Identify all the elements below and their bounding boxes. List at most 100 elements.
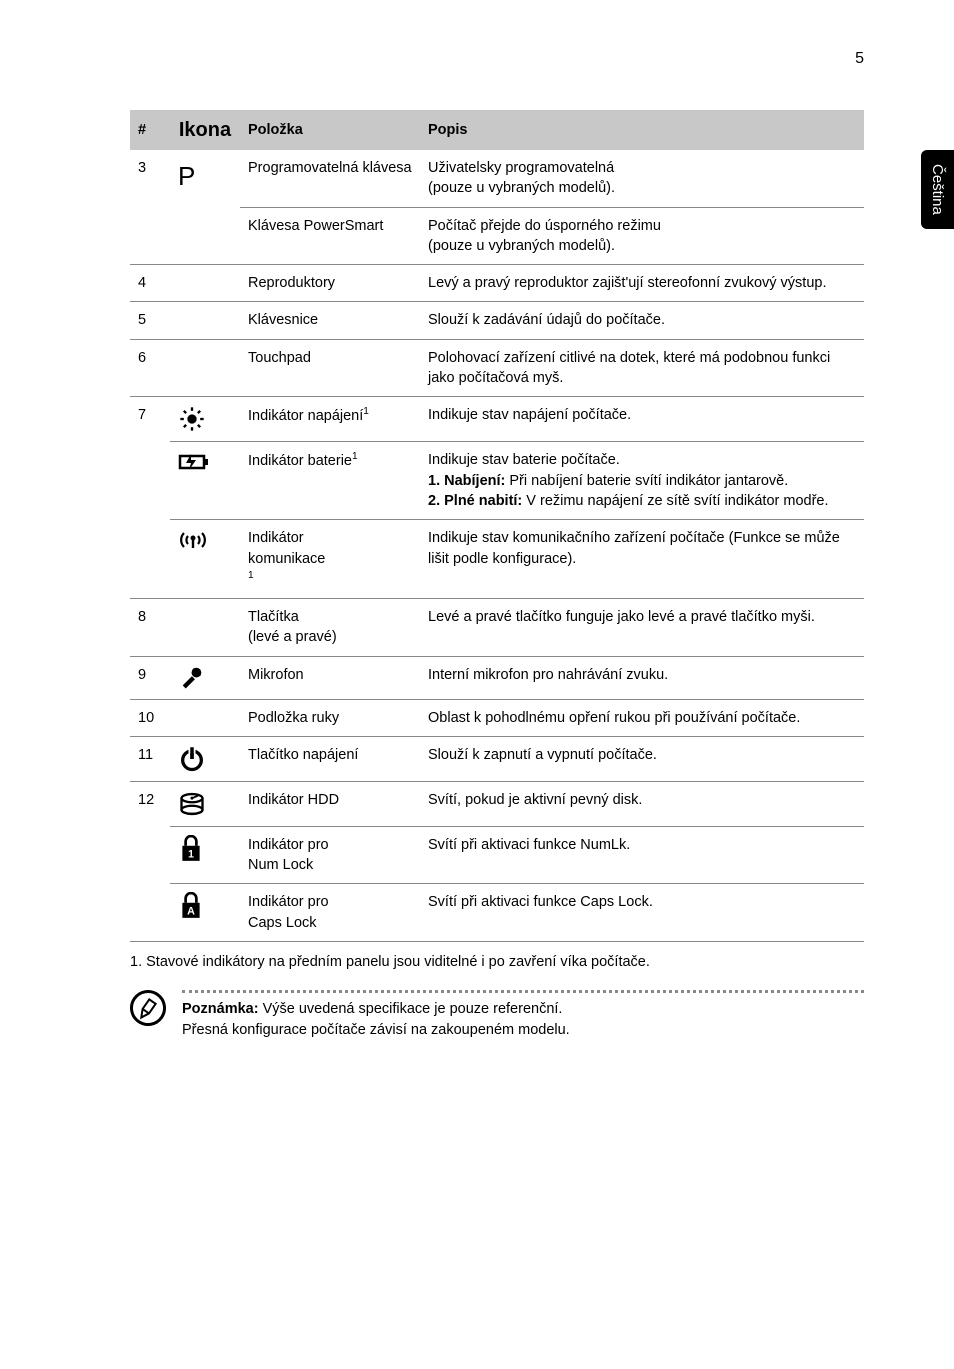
- svg-text:1: 1: [188, 848, 194, 860]
- cell-icon: [170, 207, 240, 265]
- cell-popis: Interní mikrofon pro nahrávání zvuku.: [420, 656, 864, 699]
- cell-num: [130, 442, 170, 520]
- dotted-divider: [182, 990, 864, 993]
- table-row: Indikátor komunikace1 Indikuje stav komu…: [130, 520, 864, 599]
- cell-num: 4: [130, 265, 170, 302]
- sup: 1: [248, 570, 254, 581]
- battery-icon: [170, 442, 240, 520]
- cell-popis: Slouží k zadávání údajů do počítače.: [420, 302, 864, 339]
- cell-icon: [170, 265, 240, 302]
- numlock-icon: 1: [170, 826, 240, 884]
- header-polozka: Položka: [240, 110, 420, 150]
- cell-pol: Indikátor HDD: [240, 781, 420, 826]
- microphone-icon: [170, 656, 240, 699]
- table-row: 7 Indikátor napájení1 Indikuje stav napá…: [130, 397, 864, 442]
- popis-line: Indikuje stav baterie počítače.: [428, 452, 620, 468]
- hdd-icon: [170, 781, 240, 826]
- capslock-icon: A: [170, 884, 240, 942]
- popis-bold: 2. Plné nabití:: [428, 493, 522, 509]
- cell-popis: Indikuje stav napájení počítače.: [420, 397, 864, 442]
- table-row: 8 Tlačítka (levé a pravé) Levé a pravé t…: [130, 598, 864, 656]
- cell-pol: Tlačítka (levé a pravé): [240, 598, 420, 656]
- svg-text:A: A: [187, 906, 195, 918]
- footnote: 1. Stavové indikátory na předním panelu …: [130, 954, 864, 970]
- cell-icon: [170, 598, 240, 656]
- cell-icon: [170, 699, 240, 736]
- table-row: Indikátor baterie1 Indikuje stav baterie…: [130, 442, 864, 520]
- language-tab: Čeština: [921, 150, 954, 229]
- note-label: Poznámka:: [182, 1001, 259, 1017]
- cell-popis: Indikuje stav komunikačního zařízení poč…: [420, 520, 864, 599]
- cell-num: 5: [130, 302, 170, 339]
- table-row: 11 Tlačítko napájení Slouží k zapnutí a …: [130, 736, 864, 781]
- pol-line1: Indikátor: [248, 528, 412, 548]
- pol-text: Indikátor baterie: [248, 453, 352, 469]
- cell-num: [130, 826, 170, 884]
- cell-popis: Slouží k zapnutí a vypnutí počítače.: [420, 736, 864, 781]
- cell-popis: Svítí, pokud je aktivní pevný disk.: [420, 781, 864, 826]
- cell-icon: [170, 339, 240, 397]
- cell-pol: Klávesa PowerSmart: [240, 207, 420, 265]
- popis-text: V režimu napájení ze sítě svítí indikáto…: [522, 493, 828, 509]
- table-row: 4 Reproduktory Levý a pravý reproduktor …: [130, 265, 864, 302]
- popis-text: Při nabíjení baterie svítí indikátor jan…: [505, 473, 788, 489]
- cell-num: 7: [130, 397, 170, 442]
- sun-icon: [170, 397, 240, 442]
- cell-popis: Oblast k pohodlnému opření rukou při pou…: [420, 699, 864, 736]
- header-row: # Ikona Položka Popis: [130, 110, 864, 150]
- page-number: 5: [855, 50, 864, 68]
- table-row: 6 Touchpad Polohovací zařízení citlivé n…: [130, 339, 864, 397]
- sup: 1: [352, 451, 358, 462]
- cell-num: 10: [130, 699, 170, 736]
- cell-popis: Počítač přejde do úsporného režimu (pouz…: [420, 207, 864, 265]
- cell-pol: Klávesnice: [240, 302, 420, 339]
- cell-num: 3: [130, 150, 170, 207]
- table-row: 12 Indikátor HDD Svítí, pokud je aktivní…: [130, 781, 864, 826]
- table-row: A Indikátor pro Caps Lock Svítí při akti…: [130, 884, 864, 942]
- sup: 1: [363, 406, 369, 417]
- cell-num: 12: [130, 781, 170, 826]
- cell-popis: Uživatelsky programovatelná (pouze u vyb…: [420, 150, 864, 207]
- table-row: 10 Podložka ruky Oblast k pohodlnému opř…: [130, 699, 864, 736]
- cell-pol: Indikátor pro Num Lock: [240, 826, 420, 884]
- wireless-icon: [170, 520, 240, 599]
- power-icon: [170, 736, 240, 781]
- header-ikona: Ikona: [170, 110, 240, 150]
- table-row: 9 Mikrofon Interní mikrofon pro nahráván…: [130, 656, 864, 699]
- note-text: Poznámka: Výše uvedená specifikace je po…: [182, 999, 864, 1041]
- p-key-icon: P: [170, 150, 240, 207]
- header-num: #: [130, 110, 170, 150]
- cell-popis: Svítí při aktivaci funkce Caps Lock.: [420, 884, 864, 942]
- cell-pol: Reproduktory: [240, 265, 420, 302]
- cell-num: 8: [130, 598, 170, 656]
- note-block: Poznámka: Výše uvedená specifikace je po…: [130, 990, 864, 1041]
- table-row: 1 Indikátor pro Num Lock Svítí při aktiv…: [130, 826, 864, 884]
- spec-table: # Ikona Položka Popis 3 P Programovateln…: [130, 110, 864, 942]
- table-row: Klávesa PowerSmart Počítač přejde do úsp…: [130, 207, 864, 265]
- table-row: 3 P Programovatelná klávesa Uživatelsky …: [130, 150, 864, 207]
- cell-pol: Indikátor pro Caps Lock: [240, 884, 420, 942]
- cell-num: 9: [130, 656, 170, 699]
- cell-icon: [170, 302, 240, 339]
- cell-pol: Podložka ruky: [240, 699, 420, 736]
- cell-popis: Levý a pravý reproduktor zajišt'ují ster…: [420, 265, 864, 302]
- table-row: 5 Klávesnice Slouží k zadávání údajů do …: [130, 302, 864, 339]
- cell-num: 6: [130, 339, 170, 397]
- cell-num: [130, 207, 170, 265]
- cell-popis: Levé a pravé tlačítko funguje jako levé …: [420, 598, 864, 656]
- popis-bold: 1. Nabíjení:: [428, 473, 505, 489]
- cell-num: 11: [130, 736, 170, 781]
- cell-pol: Mikrofon: [240, 656, 420, 699]
- cell-pol: Touchpad: [240, 339, 420, 397]
- cell-num: [130, 884, 170, 942]
- pol-line2: komunikace: [248, 549, 412, 569]
- cell-popis: Svítí při aktivaci funkce NumLk.: [420, 826, 864, 884]
- cell-popis: Indikuje stav baterie počítače. 1. Nabíj…: [420, 442, 864, 520]
- cell-pol: Indikátor napájení1: [240, 397, 420, 442]
- cell-num: [130, 520, 170, 599]
- header-popis: Popis: [420, 110, 864, 150]
- cell-pol: Tlačítko napájení: [240, 736, 420, 781]
- pencil-icon: [127, 987, 169, 1029]
- cell-pol: Indikátor baterie1: [240, 442, 420, 520]
- cell-pol: Programovatelná klávesa: [240, 150, 420, 207]
